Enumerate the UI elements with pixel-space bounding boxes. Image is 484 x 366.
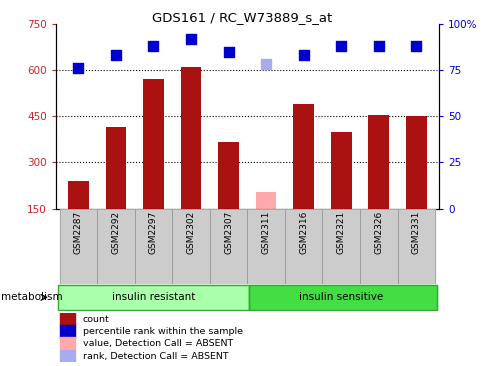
Text: rank, Detection Call = ABSENT: rank, Detection Call = ABSENT <box>82 352 228 361</box>
Bar <box>255 192 276 209</box>
Bar <box>293 104 313 209</box>
Point <box>337 43 345 49</box>
Bar <box>322 209 359 284</box>
Bar <box>60 209 97 284</box>
Text: insulin sensitive: insulin sensitive <box>299 292 382 302</box>
Bar <box>135 209 172 284</box>
Bar <box>210 209 247 284</box>
Bar <box>58 285 249 310</box>
Text: GDS161 / RC_W73889_s_at: GDS161 / RC_W73889_s_at <box>152 11 332 24</box>
Text: GSM2326: GSM2326 <box>374 211 382 254</box>
Point <box>112 52 120 58</box>
Text: GSM2292: GSM2292 <box>111 211 120 254</box>
Bar <box>172 209 210 284</box>
Bar <box>249 285 436 310</box>
Bar <box>181 67 201 209</box>
Text: GSM2297: GSM2297 <box>149 211 158 254</box>
Bar <box>60 209 97 284</box>
Text: insulin resistant: insulin resistant <box>111 292 195 302</box>
Bar <box>397 209 434 284</box>
Bar <box>60 337 75 350</box>
Bar <box>330 132 351 209</box>
Text: GSM2302: GSM2302 <box>186 211 195 254</box>
Bar <box>97 209 135 284</box>
Bar <box>58 285 249 310</box>
Point <box>374 43 382 49</box>
Bar <box>368 115 388 209</box>
Bar <box>106 127 126 209</box>
Bar <box>405 116 426 209</box>
Bar <box>60 313 75 325</box>
Point <box>74 65 82 71</box>
Bar <box>60 350 75 363</box>
Bar <box>284 209 322 284</box>
Bar <box>249 285 436 310</box>
Text: count: count <box>82 315 109 324</box>
Text: GSM2316: GSM2316 <box>299 211 307 254</box>
Bar <box>218 142 239 209</box>
Point <box>262 61 270 67</box>
Bar <box>172 209 210 284</box>
Bar <box>143 79 164 209</box>
Bar <box>60 325 75 338</box>
Point <box>187 36 195 41</box>
Text: metabolism: metabolism <box>1 292 62 302</box>
Text: percentile rank within the sample: percentile rank within the sample <box>82 327 242 336</box>
Point <box>224 49 232 55</box>
Bar <box>247 209 284 284</box>
Bar <box>68 181 89 209</box>
Bar <box>210 209 247 284</box>
Point <box>299 52 307 58</box>
Bar <box>135 209 172 284</box>
Point <box>149 43 157 49</box>
Bar <box>284 209 322 284</box>
Bar <box>359 209 397 284</box>
Text: GSM2307: GSM2307 <box>224 211 233 254</box>
Bar <box>247 209 284 284</box>
Text: GSM2287: GSM2287 <box>74 211 83 254</box>
Bar <box>397 209 434 284</box>
Text: GSM2321: GSM2321 <box>336 211 345 254</box>
Bar <box>322 209 359 284</box>
Point <box>412 43 420 49</box>
Bar <box>359 209 397 284</box>
Text: GSM2311: GSM2311 <box>261 211 270 254</box>
Text: value, Detection Call = ABSENT: value, Detection Call = ABSENT <box>82 339 232 348</box>
Bar <box>97 209 135 284</box>
Text: GSM2331: GSM2331 <box>411 211 420 254</box>
